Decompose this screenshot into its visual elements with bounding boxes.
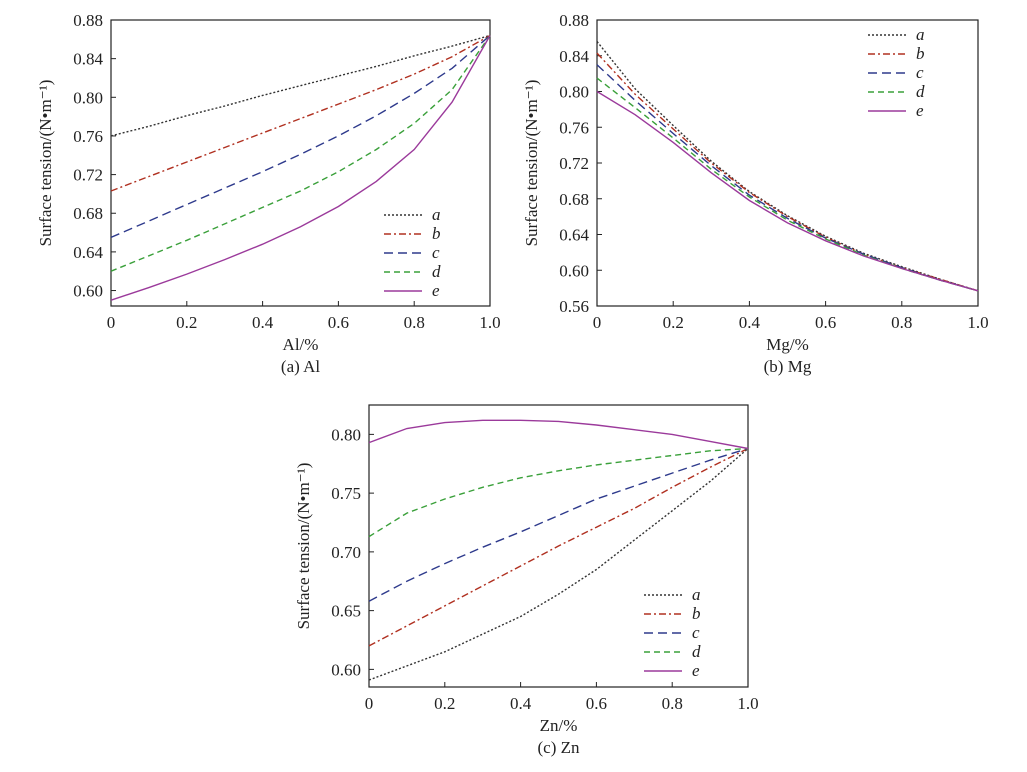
series-line-e <box>596 90 979 292</box>
x-tick-label: 0.4 <box>510 694 532 713</box>
x-tick-label: 0.8 <box>891 313 912 332</box>
y-tick-label: 0.64 <box>559 226 589 245</box>
legend-label-e: e <box>692 661 700 680</box>
x-axis-label: Al/% <box>283 335 319 354</box>
series-line-e <box>368 419 749 450</box>
y-tick-label: 0.84 <box>559 47 589 66</box>
y-tick-label: 0.70 <box>331 543 361 562</box>
y-tick-label: 0.80 <box>559 83 589 102</box>
x-tick-label: 0 <box>593 313 602 332</box>
legend-label-e: e <box>432 281 440 300</box>
x-tick-label: 0.8 <box>662 694 683 713</box>
y-tick-label: 0.56 <box>559 297 589 316</box>
y-tick-label: 0.64 <box>73 243 103 262</box>
legend-label-d: d <box>432 262 441 281</box>
x-tick-label: 0.2 <box>176 313 197 332</box>
legend-label-b: b <box>692 604 701 623</box>
plot-frame <box>368 404 749 688</box>
y-axis-label: Surface tension/(N•m⁻¹) <box>522 80 541 247</box>
y-tick-label: 0.75 <box>331 484 361 503</box>
series-line-b <box>368 447 749 647</box>
y-tick-label: 0.88 <box>73 11 103 30</box>
legend-label-b: b <box>916 44 925 63</box>
x-axis-label: Zn/% <box>540 716 578 735</box>
x-tick-label: 0.6 <box>328 313 349 332</box>
y-tick-label: 0.60 <box>559 261 589 280</box>
y-axis-label: Surface tension/(N•m⁻¹) <box>36 80 55 247</box>
x-tick-label: 0.2 <box>663 313 684 332</box>
series-line-c <box>110 34 491 239</box>
legend-label-a: a <box>692 585 701 604</box>
series-line-e <box>110 35 491 301</box>
y-tick-label: 0.65 <box>331 602 361 621</box>
legend-label-a: a <box>432 205 441 224</box>
x-tick-label: 0.4 <box>739 313 761 332</box>
legend-label-c: c <box>432 243 440 262</box>
y-axis-label: Surface tension/(N•m⁻¹) <box>294 463 313 630</box>
y-tick-label: 0.72 <box>73 166 103 185</box>
series-line-d <box>368 447 749 538</box>
y-tick-label: 0.88 <box>559 11 589 30</box>
y-tick-label: 0.68 <box>559 190 589 209</box>
y-tick-label: 0.76 <box>559 118 589 137</box>
series-line-a <box>368 447 749 681</box>
x-tick-label: 0.6 <box>815 313 836 332</box>
legend-label-a: a <box>916 25 925 44</box>
series-line-c <box>368 447 749 602</box>
series-line-b <box>110 34 491 192</box>
y-tick-label: 0.80 <box>331 425 361 444</box>
legend-label-c: c <box>692 623 700 642</box>
plot-frame <box>110 19 491 307</box>
y-tick-label: 0.76 <box>73 127 103 146</box>
panel-caption: (c) Zn <box>537 738 580 757</box>
y-tick-label: 0.84 <box>73 50 103 69</box>
legend-label-d: d <box>692 642 701 661</box>
legend-label-d: d <box>916 82 925 101</box>
series-line-a <box>596 41 979 292</box>
x-tick-label: 0 <box>365 694 374 713</box>
x-tick-label: 1.0 <box>967 313 988 332</box>
x-tick-label: 0.2 <box>434 694 455 713</box>
x-axis-label: Mg/% <box>766 335 809 354</box>
y-tick-label: 0.68 <box>73 204 103 223</box>
x-tick-label: 0.4 <box>252 313 274 332</box>
y-tick-label: 0.72 <box>559 154 589 173</box>
y-tick-label: 0.60 <box>331 660 361 679</box>
x-tick-label: 1.0 <box>479 313 500 332</box>
legend-label-b: b <box>432 224 441 243</box>
chart-panel-b: 0 0.2 0.4 0.6 0.8 1.0 0.56 0.60 0.64 0.68 0.72 0.76… <box>522 11 989 376</box>
chart-panel-a: 0 0.2 0.4 0.6 0.8 1.0 0.60 0.64 0.68 0.72 0.76 0.80… <box>36 11 501 376</box>
chart-panel-c: 0 0.2 0.4 0.6 0.8 1.0 0.60 0.65 0.70 0.75 0.80 Zn/%… <box>294 404 759 757</box>
x-tick-label: 0 <box>107 313 116 332</box>
y-tick-label: 0.80 <box>73 88 103 107</box>
legend-label-e: e <box>916 101 924 120</box>
series-line-d <box>110 35 491 272</box>
panel-caption: (a) Al <box>281 357 320 376</box>
x-tick-label: 0.8 <box>404 313 425 332</box>
panel-caption: (b) Mg <box>764 357 812 376</box>
x-tick-label: 1.0 <box>737 694 758 713</box>
series-line-a <box>110 34 491 137</box>
x-tick-label: 0.6 <box>586 694 607 713</box>
legend-label-c: c <box>916 63 924 82</box>
y-tick-label: 0.60 <box>73 282 103 301</box>
